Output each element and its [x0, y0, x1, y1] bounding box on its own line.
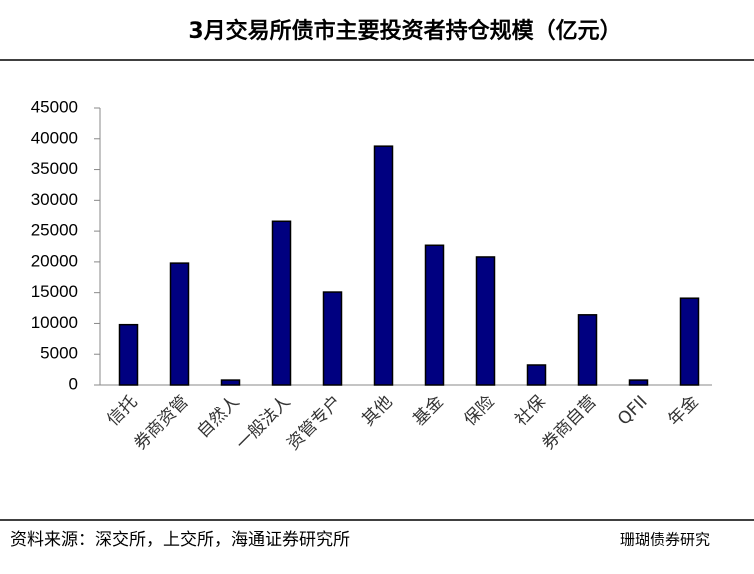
bar: [577, 314, 598, 386]
x-tick-label: 年金: [664, 392, 702, 430]
bar: [679, 297, 700, 386]
x-tick-label: 其他: [358, 392, 396, 430]
chart-title: 3月交易所债市主要投资者持仓规模（亿元）: [188, 18, 621, 44]
y-tick-label: 10000: [31, 313, 78, 332]
bar: [169, 262, 190, 386]
y-tick-label: 20000: [31, 251, 78, 270]
y-tick-label: 45000: [31, 97, 78, 116]
bar: [526, 364, 547, 386]
x-tick-label: 基金: [409, 392, 447, 430]
y-tick-label: 35000: [31, 159, 78, 178]
x-tick-label: 券商自营: [538, 392, 600, 454]
bar: [322, 291, 343, 386]
watermark: 珊瑚债券研究: [620, 531, 710, 549]
x-tick-label: 券商资管: [130, 392, 192, 454]
x-tick-label: 信托: [103, 392, 141, 430]
bar: [628, 379, 649, 386]
bar: [373, 145, 394, 386]
y-tick-label: 30000: [31, 190, 78, 209]
x-tick-label: 一般法人: [232, 392, 294, 454]
x-tick-label: 社保: [511, 392, 549, 430]
x-tick-label: 资管专户: [283, 392, 345, 454]
bar: [475, 256, 496, 386]
bar: [118, 323, 139, 386]
bar: [424, 244, 445, 386]
y-tick-label: 25000: [31, 221, 78, 240]
y-tick-label: 40000: [31, 128, 78, 147]
y-tick-label: 5000: [40, 344, 78, 363]
x-tick-label: QFII: [614, 392, 652, 430]
source-note: 资料来源：深交所，上交所，海通证券研究所: [10, 530, 350, 550]
y-tick-label: 0: [69, 374, 78, 393]
bar: [220, 379, 241, 386]
y-tick-label: 15000: [31, 282, 78, 301]
x-tick-label: 自然人: [193, 392, 243, 442]
x-tick-label: 保险: [460, 392, 498, 430]
bar: [271, 220, 292, 386]
